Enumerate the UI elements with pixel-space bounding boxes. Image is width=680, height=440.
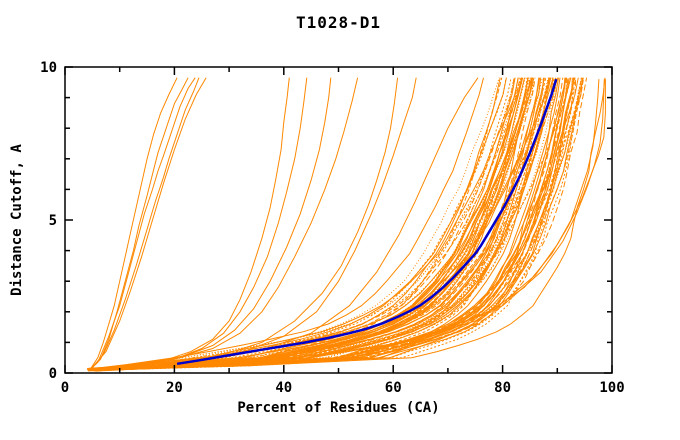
model-curve: [90, 77, 399, 371]
model-curve: [94, 77, 559, 372]
model-curve: [89, 77, 178, 370]
model-curve: [97, 77, 582, 371]
x-tick-label: 80: [494, 380, 511, 396]
model-curve: [89, 77, 189, 371]
x-tick-label: 20: [166, 380, 183, 396]
model-curve: [95, 77, 515, 372]
highlighted-curve: [176, 78, 558, 366]
model-curve: [94, 77, 549, 371]
model-curve: [96, 77, 577, 371]
x-tick-label: 100: [599, 380, 624, 396]
y-tick-label: 10: [40, 60, 57, 76]
x-axis-label: Percent of Residues (CA): [237, 400, 440, 416]
model-curve: [90, 77, 359, 371]
model-curve: [91, 77, 542, 370]
model-curve: [92, 77, 583, 370]
model-curve: [88, 77, 516, 369]
model-curve: [92, 79, 600, 371]
model-curve: [91, 77, 501, 369]
model-curve: [95, 77, 532, 369]
model-curve: [93, 77, 503, 369]
model-curve: [93, 77, 575, 372]
x-tick-label: 0: [61, 380, 69, 396]
model-curve: [91, 77, 507, 370]
model-curve: [94, 77, 551, 372]
model-curve: [96, 77, 515, 371]
model-curve: [90, 77, 479, 371]
model-curve: [90, 77, 579, 370]
model-curve: [87, 77, 569, 370]
model-curve: [92, 77, 535, 370]
model-curve: [90, 77, 417, 371]
x-tick-label: 40: [275, 380, 292, 396]
y-tick-label: 0: [49, 366, 57, 382]
model-curve: [90, 77, 588, 371]
model-curve: [89, 77, 207, 371]
model-curve: [89, 77, 200, 371]
model-curve: [90, 77, 308, 371]
model-curve: [90, 77, 290, 371]
y-tick-label: 5: [49, 213, 57, 229]
model-curve: [88, 77, 484, 370]
model-curve: [97, 77, 531, 371]
model-curve: [89, 77, 567, 370]
model-curve: [92, 79, 606, 371]
model-curve: [87, 77, 522, 370]
model-curve: [97, 77, 550, 371]
model-curve: [89, 77, 557, 369]
model-curve: [89, 77, 196, 370]
model-curve: [95, 77, 534, 371]
model-curve: [90, 77, 332, 371]
x-tick-label: 60: [385, 380, 402, 396]
model-curve: [96, 77, 530, 370]
model-curve: [91, 77, 550, 370]
model-curve: [86, 77, 573, 370]
model-curve: [90, 77, 606, 371]
model-curve: [89, 77, 524, 372]
model-curve: [89, 77, 556, 371]
model-curve: [92, 79, 605, 371]
model-curve: [88, 77, 575, 372]
chart-title: T1028-D1: [295, 13, 382, 32]
model-curve: [91, 77, 536, 370]
model-curve: [97, 77, 584, 371]
model-curve: [91, 77, 575, 371]
model-curve: [91, 77, 558, 371]
model-curve: [90, 77, 526, 371]
